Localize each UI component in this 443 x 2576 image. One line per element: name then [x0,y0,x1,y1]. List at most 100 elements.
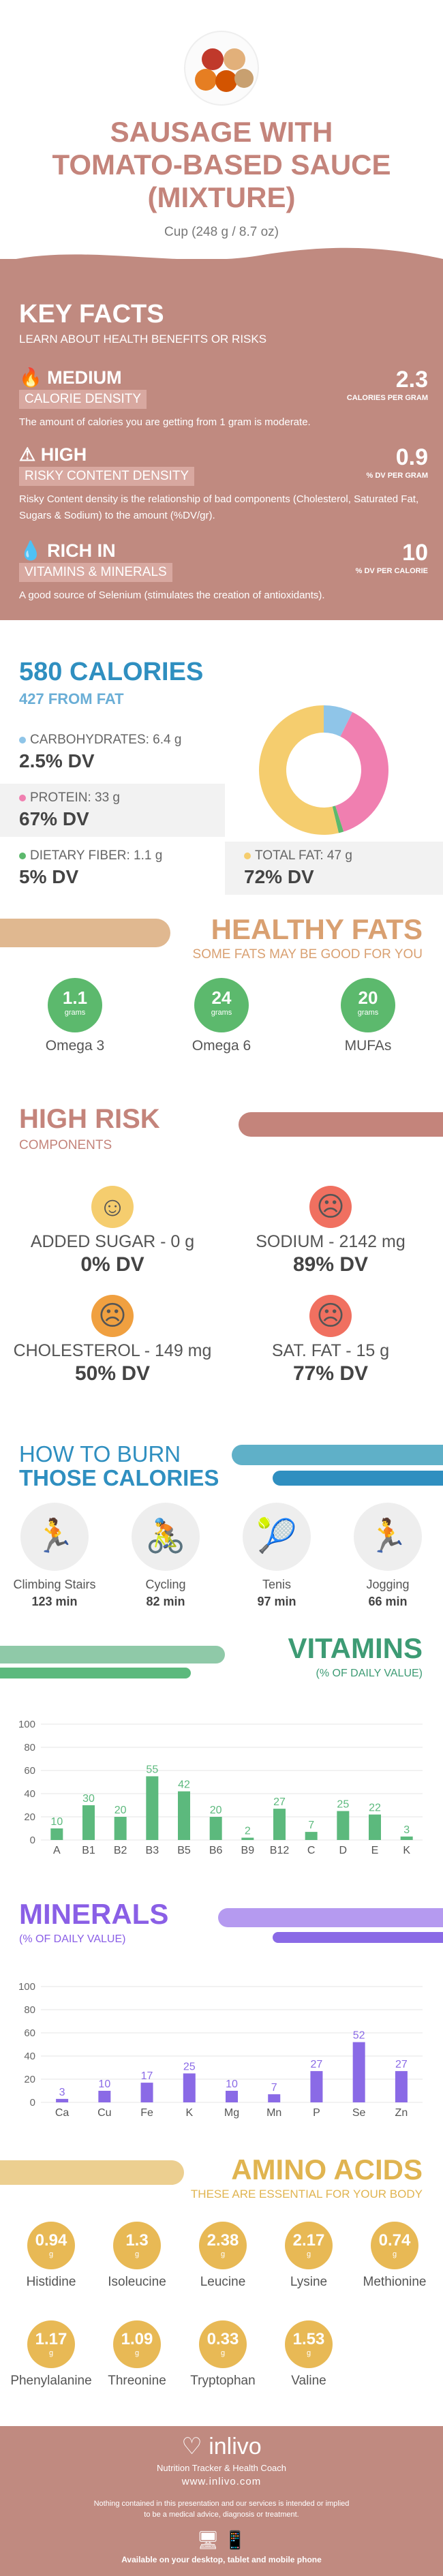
burn-title-1: HOW TO BURN [19,1441,181,1467]
risk-dv: 0% DV [80,1253,144,1276]
amino-leucine: 2.38 g Leucine [179,2222,267,2290]
activity-tennis: 🎾 Tenis 97 min [222,1503,331,1609]
healthy-fats-title: HEALTHY FATS [211,913,423,945]
amino-circle: 2.38 g [199,2222,247,2269]
decorative-bar [232,1445,443,1465]
bar-value-label: 25 [183,2061,196,2073]
x-tick-label: Cu [97,2107,111,2119]
bar-value-label: 3 [403,1824,410,1836]
bar-value-label: 10 [50,1816,63,1828]
fact-vitamins-minerals: 💧 RICH IN VITAMINS & MINERALS A good sou… [19,540,428,604]
sad-face-icon: ☹ [309,1186,352,1228]
x-tick-label: Fe [140,2107,153,2119]
bar-value-label: 10 [226,2079,238,2090]
amino-name: Threonine [108,2374,166,2388]
amino-valine: 1.53 g Valine [264,2320,353,2389]
sad-face-icon: ☹ [309,1295,352,1337]
x-tick-label: B3 [146,1845,159,1856]
fat-unit: grams [64,1009,86,1017]
fact-value: 0.9 [395,444,428,470]
x-tick-label: Mn [266,2107,281,2119]
amino-tryptophan: 0.33 g Tryptophan [179,2320,267,2389]
decorative-bar [0,2160,184,2185]
activity-minutes: 123 min [31,1595,78,1608]
risk-cholesterol: ☹ CHOLESTEROL - 149 mg 50% DV [10,1295,215,1385]
amino-histidine: 0.94 g Histidine [7,2222,95,2290]
bar-Zn [395,2071,408,2102]
bar-value-label: 27 [273,1796,286,1808]
macro-dv: 2.5% DV [19,750,95,771]
bar-value-label: 55 [146,1764,158,1776]
fat-name: Omega 6 [192,1038,251,1054]
macro-name: CARBOHYDRATES: 6.4 g [30,733,182,747]
bar-B12 [273,1809,286,1840]
warning-icon: ⚠ [19,444,36,465]
x-tick-label: B2 [114,1845,127,1856]
bar-value-label: 42 [178,1779,190,1791]
vitamins-section: VITAMINS (% OF DAILY VALUE) 0 20 40 60 80 100… [0,1625,443,1857]
fat-name: Omega 3 [45,1038,105,1054]
y-tick-label: 0 [30,2097,35,2109]
amino-lysine: 2.17 g Lysine [264,2222,353,2290]
minerals-section: MINERALS (% OF DAILY VALUE) 0 20 40 60 80 100… [0,1891,443,2123]
amino-unit: g [392,2250,397,2258]
heart-icon: ♡ [181,2434,202,2459]
amino-circle: 0.33 g [199,2320,247,2368]
brand-url[interactable]: www.inlivo.com [181,2476,262,2487]
stairs-icon: 🏃 [20,1503,89,1571]
fact-description: A good source of Selenium (stimulates th… [19,589,325,601]
risk-name: SODIUM - 2142 mg [256,1232,406,1251]
activity-name: Jogging [366,1578,410,1591]
fact-label: RISKY CONTENT DENSITY [19,467,195,486]
activity-name: Climbing Stairs [13,1578,96,1591]
wave-divider [0,247,443,269]
fat-circle: 20 grams [341,978,395,1032]
fat-circle: 24 grams [194,978,249,1032]
risk-name: CHOLESTEROL - 149 mg [13,1341,212,1360]
food-image [184,31,259,106]
fact-label: CALORIE DENSITY [19,390,147,409]
donut-slice-fiber [332,806,344,833]
calories-subtitle: 427 FROM FAT [19,690,124,707]
donut-slice-protein [335,711,388,832]
amino-threonine: 1.09 g Threonine [93,2320,181,2389]
bar-Ca [56,2098,69,2102]
fat-value: 20 [358,987,378,1008]
x-tick-label: B6 [209,1845,223,1856]
decorative-bar [273,1471,443,1486]
macro-donut-chart [259,705,388,835]
macro-name: TOTAL FAT: 47 g [255,848,352,863]
bar-D [337,1811,350,1840]
fact-unit: CALORIES PER GRAM [346,394,428,402]
high-risk-section: HIGH RISK COMPONENTS ☺ ADDED SUGAR - 0 g… [0,1097,443,1452]
amino-name: Valine [291,2374,326,2388]
activity-name: Tenis [262,1578,292,1591]
activity-minutes: 97 min [257,1595,296,1608]
legend-dot [244,853,251,859]
flame-icon: 🔥 [19,367,42,388]
fact-description: Risky Content density is the relationshi… [19,493,419,521]
bar-Se [352,2042,365,2102]
risk-name: ADDED SUGAR - 0 g [30,1232,195,1251]
macro-dv: 5% DV [19,866,79,887]
fat-omega-6: 24 grams Omega 6 [153,978,290,1054]
x-tick-label: K [185,2107,193,2119]
amino-acids-section: AMINO ACIDS THESE ARE ESSENTIAL FOR YOUR… [0,2147,443,2426]
amino-value: 1.09 [121,2330,153,2348]
risk-name: SAT. FAT - 15 g [271,1341,390,1360]
amino-subtitle: THESE ARE ESSENTIAL FOR YOUR BODY [190,2188,423,2201]
macro-dv: 67% DV [19,808,89,829]
bar-Cu [98,2091,111,2102]
amino-value: 2.38 [207,2231,239,2250]
amino-circle: 1.09 g [113,2320,161,2368]
decorative-bar [0,1646,225,1663]
y-tick-label: 100 [18,1981,35,1993]
y-tick-label: 100 [18,1719,35,1730]
happy-face-icon: ☺ [91,1186,134,1228]
x-tick-label: E [371,1845,379,1856]
x-tick-label: Se [352,2107,366,2119]
brand-name: inlivo [209,2434,262,2459]
bar-B5 [178,1791,190,1840]
amino-name: Leucine [200,2275,246,2289]
risk-dv: 50% DV [74,1362,151,1385]
